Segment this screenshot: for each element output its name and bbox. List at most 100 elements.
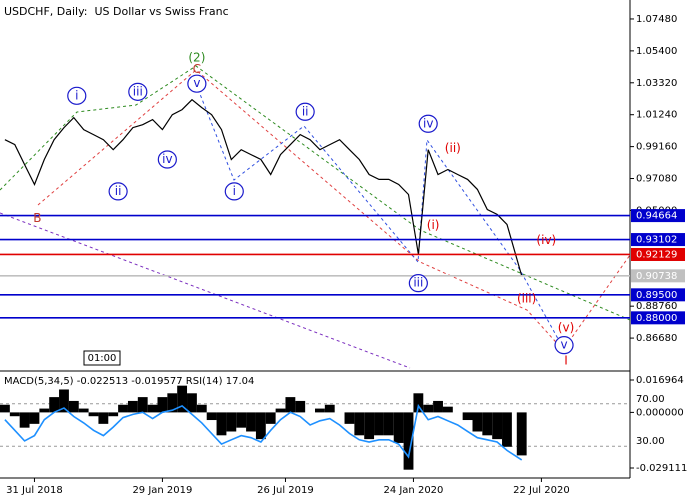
wave-circle — [157, 150, 177, 169]
x-tick-label: 31 Jul 2018 — [6, 485, 63, 496]
macd-bar — [255, 412, 266, 440]
wave-circle — [108, 182, 128, 201]
macd-bar — [19, 412, 30, 428]
level-label: 0.93102 — [636, 235, 677, 246]
macd-bar — [315, 408, 325, 413]
wave-line — [0, 65, 631, 321]
macd-bar — [196, 404, 207, 413]
macd-bar — [413, 393, 424, 413]
wave-label: (v) — [558, 321, 574, 335]
wave-label: C — [193, 62, 201, 76]
level-label-box — [631, 233, 685, 247]
y-tick-label: 1.05400 — [636, 46, 677, 57]
macd-bar — [9, 412, 20, 417]
wave-circle — [67, 86, 87, 105]
wave-label: (iii) — [517, 292, 536, 306]
macd-bar — [226, 412, 237, 432]
wave-label: v — [193, 76, 200, 90]
macd-bar — [403, 412, 414, 470]
level-label-box — [631, 269, 685, 283]
wave-label: i — [75, 88, 78, 102]
timeframe-label: 01:00 — [88, 353, 117, 364]
macd-bar — [59, 389, 69, 413]
wave-line — [195, 83, 563, 347]
macd-bar — [295, 400, 306, 413]
macd-bar — [118, 404, 128, 413]
y-tick-label: 1.07480 — [636, 14, 677, 25]
macd-bar — [502, 412, 512, 447]
y-tick-label: 0.016964 — [636, 375, 684, 386]
y-tick-label: 1.01240 — [636, 110, 677, 121]
macd-bar — [177, 385, 188, 413]
y-tick-label: 1.03320 — [636, 78, 677, 89]
macd-bar — [147, 404, 158, 413]
macd-bar — [88, 412, 99, 417]
macd-bar — [324, 404, 335, 413]
wave-label: iii — [133, 84, 143, 98]
macd-bar — [433, 400, 443, 413]
macd-bar — [137, 397, 148, 413]
x-tick-label: 29 Jan 2019 — [132, 485, 192, 496]
macd-bar — [516, 412, 527, 456]
wave-circle — [408, 274, 428, 293]
macd-bar — [157, 397, 168, 413]
level-label: 0.92129 — [636, 249, 677, 260]
y-tick-label: 0.88760 — [636, 301, 677, 312]
y-tick-label: 0.86680 — [636, 333, 677, 344]
x-tick-label: 22 Jul 2020 — [513, 485, 570, 496]
macd-bar — [216, 412, 227, 436]
macd-bar — [462, 412, 473, 421]
macd-bar — [187, 393, 197, 413]
macd-bar — [344, 412, 355, 424]
wave-label: iv — [162, 152, 172, 166]
level-label: 0.90738 — [636, 271, 677, 282]
wave-circle — [187, 74, 207, 93]
level-label-box — [631, 288, 685, 302]
macd-bar — [265, 412, 276, 424]
macd-bar — [383, 412, 394, 436]
level-label: 0.88000 — [636, 313, 677, 324]
macd-bar — [49, 397, 60, 413]
wave-label: B — [33, 211, 41, 225]
wave-label: (i) — [427, 218, 440, 232]
y2-tick-label: 70.00 — [636, 394, 665, 405]
x-tick-label: 26 Jul 2019 — [257, 485, 314, 496]
macd-bar — [39, 408, 50, 413]
macd-bar — [236, 412, 247, 428]
macd-bar — [108, 412, 119, 417]
y2-tick-label: 30.00 — [636, 436, 665, 447]
wave-label: v — [560, 338, 567, 352]
level-label-box — [631, 247, 685, 261]
timeframe-box — [83, 350, 121, 366]
wave-circle — [554, 336, 574, 355]
y-tick-label: 0.97080 — [636, 174, 677, 185]
macd-bar — [275, 408, 286, 413]
level-label-box — [631, 311, 685, 325]
macd-bar — [423, 404, 434, 413]
y-tick-label: -0.029111 — [636, 463, 687, 474]
wave-label: i — [233, 184, 236, 198]
macd-bar — [68, 400, 79, 413]
macd-bar — [364, 412, 375, 440]
wave-label: (ii) — [445, 141, 461, 155]
macd-bar — [0, 404, 10, 413]
macd-bar — [492, 412, 503, 440]
macd-bar — [127, 400, 138, 413]
wave-label: ii — [302, 104, 309, 118]
macd-bar — [78, 408, 89, 413]
macd-bar — [29, 412, 40, 424]
macd-bar — [98, 412, 109, 424]
macd-bar — [285, 397, 296, 413]
rsi-line — [4, 403, 523, 461]
indicator-title: MACD(5,34,5) -0.022513 -0.019577 RSI(14)… — [4, 376, 254, 387]
macd-bar — [167, 393, 178, 413]
wave-label: I — [564, 353, 568, 367]
wave-label: iv — [423, 116, 433, 130]
y-tick-label: 0.99160 — [636, 142, 677, 153]
wave-circle — [418, 114, 438, 133]
macd-bar — [354, 412, 365, 436]
macd-bar — [393, 412, 404, 443]
wave-circle — [128, 82, 148, 101]
